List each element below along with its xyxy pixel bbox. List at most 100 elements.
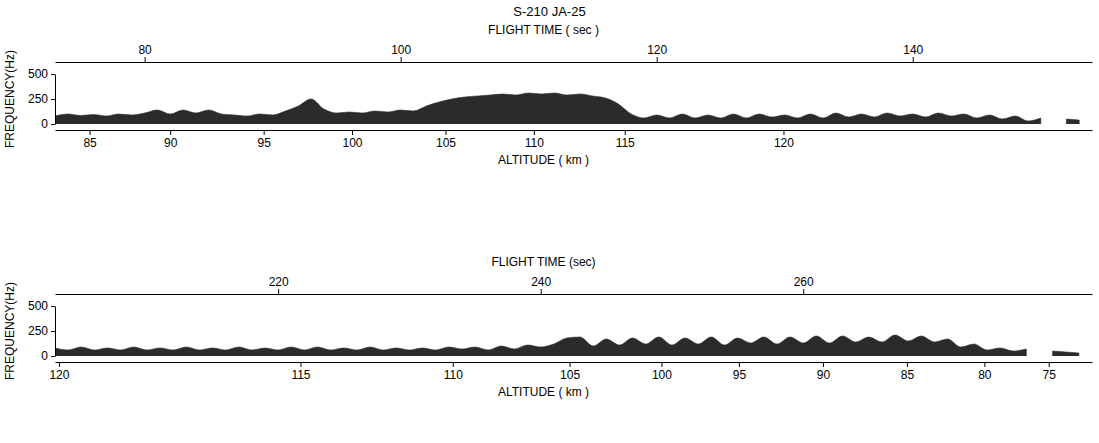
tick: 105 xyxy=(560,362,580,382)
tick: 105 xyxy=(436,130,456,150)
tick-mark xyxy=(51,306,55,307)
tick-mark xyxy=(907,362,908,367)
tick-label: 115 xyxy=(291,368,310,382)
tick-label: 80 xyxy=(138,43,152,57)
tick-mark xyxy=(541,289,542,294)
tick-label: 85 xyxy=(901,368,915,382)
tick-label: 260 xyxy=(794,275,814,289)
tick-label: 250 xyxy=(28,92,48,106)
tick-label: 100 xyxy=(343,136,363,150)
y-axis: 0 250 500 xyxy=(28,67,56,131)
tick: 250 xyxy=(28,92,55,106)
tick-mark xyxy=(984,362,985,367)
axis-line xyxy=(56,62,1093,63)
tick: 100 xyxy=(343,130,363,150)
tick-label: 500 xyxy=(28,299,48,313)
tick: 80 xyxy=(138,43,152,62)
tick: 115 xyxy=(616,130,635,150)
tick-mark xyxy=(570,362,571,367)
tick: 95 xyxy=(733,362,747,382)
tick: 85 xyxy=(83,130,97,150)
tick-label: 80 xyxy=(978,368,992,382)
spectrum-area xyxy=(55,93,1079,124)
tick: 500 xyxy=(28,299,55,313)
tick-mark xyxy=(534,130,535,135)
tick: 110 xyxy=(444,362,463,382)
axis-line xyxy=(55,307,56,357)
tick: 100 xyxy=(391,43,411,62)
tick-mark xyxy=(625,130,626,135)
tick-mark xyxy=(913,57,914,62)
tick-mark xyxy=(1049,362,1050,367)
tick: 0 xyxy=(41,117,55,131)
tick-mark xyxy=(51,124,55,125)
tick-label: 140 xyxy=(903,43,923,57)
x-axis-top: 220240260 xyxy=(56,275,1093,295)
tick: 90 xyxy=(817,362,831,382)
tick-label: 95 xyxy=(258,136,272,150)
y-axis-title: FREQUENCY(Hz) xyxy=(3,282,17,380)
tick-mark xyxy=(739,362,740,367)
tick-mark xyxy=(145,57,146,62)
figure: S-210 JA-25 80 100 120 140 FLIGHT TIME ( sec … xyxy=(0,0,1099,443)
tick-label: 100 xyxy=(652,368,672,382)
plot-area xyxy=(55,93,1079,124)
tick: 120 xyxy=(647,43,667,62)
tick-label: 115 xyxy=(616,136,635,150)
panel: 80 100 120 140 FLIGHT TIME ( sec ) 85 90 95 100 1… xyxy=(3,23,1093,167)
tick: 115 xyxy=(291,362,310,382)
tick-label: 110 xyxy=(444,368,463,382)
axis-line xyxy=(55,75,56,125)
tick: 0 xyxy=(41,349,55,363)
tick-label: 110 xyxy=(525,136,544,150)
tick-label: 85 xyxy=(83,136,97,150)
tick-label: 120 xyxy=(647,43,667,57)
tick: 140 xyxy=(903,43,923,62)
tick-label: 100 xyxy=(391,43,411,57)
tick-mark xyxy=(51,74,55,75)
tick-mark xyxy=(51,331,55,332)
tick-mark xyxy=(300,362,301,367)
tick-label: 90 xyxy=(164,136,178,150)
tick: 95 xyxy=(258,130,272,150)
tick: 90 xyxy=(164,130,178,150)
spectrum-area xyxy=(55,335,1079,356)
plot-area xyxy=(55,335,1079,356)
tick-label: 120 xyxy=(774,136,794,150)
tick: 120 xyxy=(774,130,794,150)
tick-mark xyxy=(453,362,454,367)
tick-label: 75 xyxy=(1043,368,1057,382)
tick-label: 500 xyxy=(28,67,48,81)
tick: 240 xyxy=(531,275,551,294)
x2-axis-title: ALTITUDE ( km ) xyxy=(498,153,589,167)
tick-mark xyxy=(51,99,55,100)
tick-label: 105 xyxy=(436,136,456,150)
tick: 80 xyxy=(978,362,992,382)
tick-mark xyxy=(51,356,55,357)
x-axis-title: FLIGHT TIME (sec) xyxy=(491,255,595,269)
tick: 260 xyxy=(794,275,814,294)
tick: 500 xyxy=(28,67,55,81)
tick: 120 xyxy=(49,362,69,382)
tick-mark xyxy=(803,289,804,294)
tick-label: 120 xyxy=(49,368,69,382)
tick-mark xyxy=(661,362,662,367)
tick-mark xyxy=(657,57,658,62)
x-axis-top: 80 100 120 140 xyxy=(56,43,1093,63)
y-axis: 0 250 500 xyxy=(28,299,56,363)
axis-line xyxy=(56,362,1093,363)
tick: 250 xyxy=(28,324,55,338)
tick-mark xyxy=(401,57,402,62)
tick-label: 240 xyxy=(531,275,551,289)
tick: 110 xyxy=(525,130,544,150)
axis-line xyxy=(56,130,1093,131)
axis-line xyxy=(56,294,1093,295)
x-axis-title: FLIGHT TIME ( sec ) xyxy=(488,23,599,37)
figure-title: S-210 JA-25 xyxy=(513,4,585,19)
tick-mark xyxy=(783,130,784,135)
y-axis-title: FREQUENCY(Hz) xyxy=(3,50,17,148)
tick-mark xyxy=(90,130,91,135)
tick-label: 105 xyxy=(560,368,580,382)
panel: 220240260FLIGHT TIME (sec)12011511010510… xyxy=(3,255,1093,399)
tick-mark xyxy=(352,130,353,135)
